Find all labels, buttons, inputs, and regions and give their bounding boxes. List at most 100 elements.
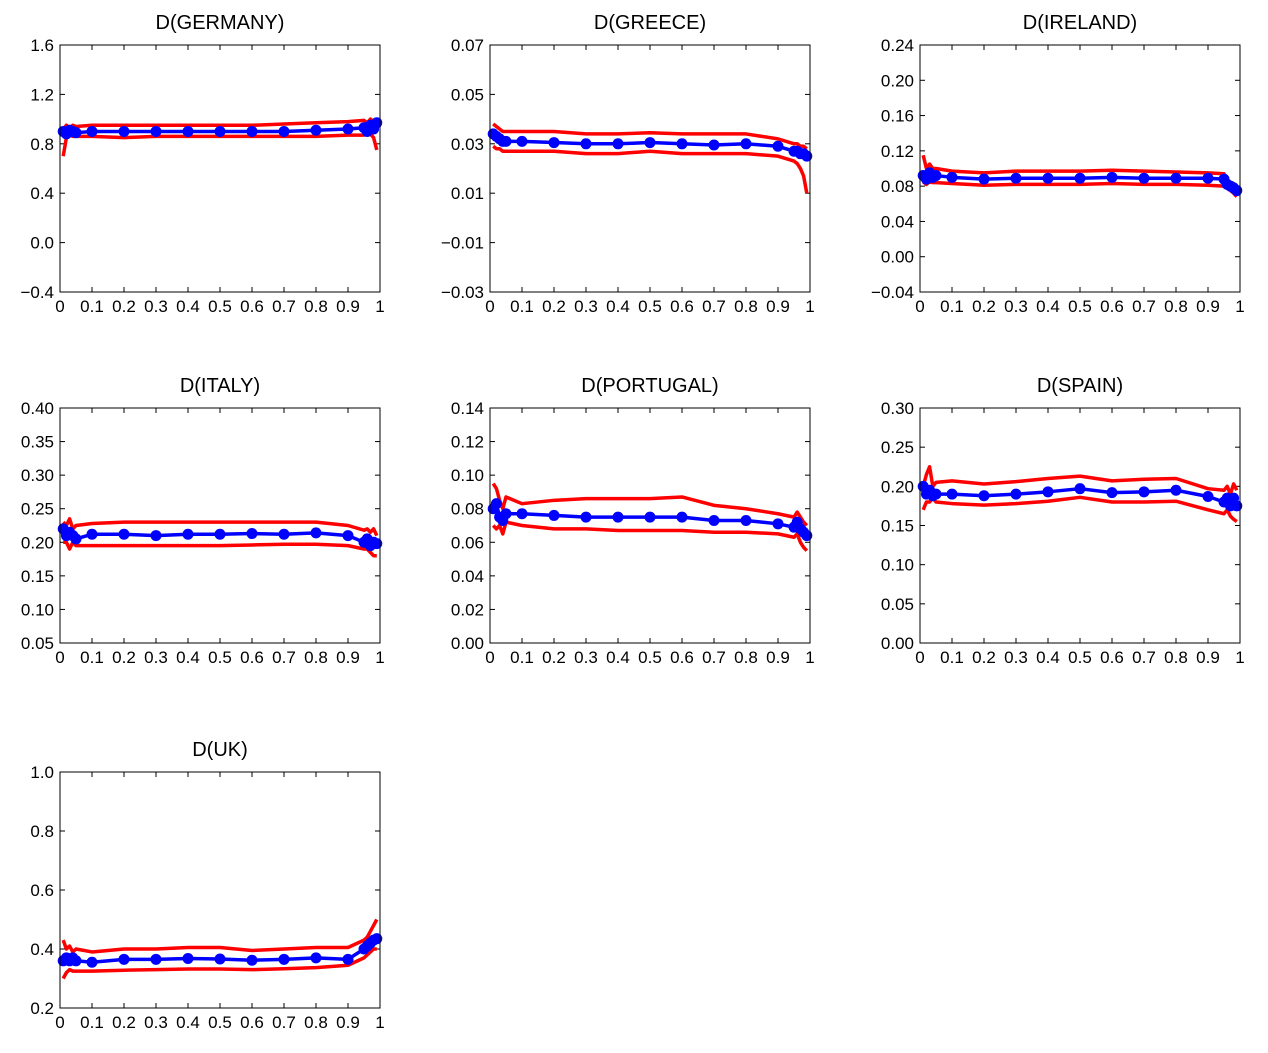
marker — [708, 514, 720, 526]
y-tick-label: 0.35 — [21, 433, 54, 452]
y-tick-label: 0.15 — [881, 517, 914, 536]
subplot: D(ITALY)0.050.100.150.200.250.300.350.40… — [21, 375, 385, 667]
x-tick-label: 0.8 — [1164, 648, 1188, 667]
marker — [86, 528, 98, 540]
y-tick-label: 0.30 — [881, 399, 914, 418]
marker — [371, 117, 383, 129]
series-line — [921, 495, 1238, 523]
marker — [676, 511, 688, 523]
marker — [246, 954, 258, 966]
marker — [70, 533, 82, 545]
marker — [1202, 172, 1214, 184]
y-tick-label: 1.2 — [30, 85, 54, 104]
y-tick-label: 0.15 — [21, 567, 54, 586]
y-tick-label: 0.05 — [451, 85, 484, 104]
marker — [150, 125, 162, 137]
x-tick-label: 0.3 — [144, 648, 168, 667]
y-tick-label: 0.10 — [451, 466, 484, 485]
marker — [342, 530, 354, 542]
marker — [1042, 486, 1054, 498]
chart-title: D(IRELAND) — [1023, 12, 1137, 34]
y-tick-label: 0.00 — [881, 634, 914, 653]
series-line — [63, 540, 377, 558]
series-line — [61, 918, 379, 954]
marker — [86, 125, 98, 137]
x-tick-label: 0.9 — [1196, 648, 1220, 667]
axes-box — [489, 44, 811, 293]
marker — [310, 527, 322, 539]
marker — [676, 138, 688, 150]
x-tick-label: 0.2 — [542, 648, 566, 667]
x-tick-label: 0.3 — [1004, 648, 1028, 667]
marker — [246, 125, 258, 137]
y-tick-label: 0.30 — [21, 466, 54, 485]
x-tick-label: 0.2 — [112, 648, 136, 667]
x-tick-label: 0 — [915, 297, 924, 316]
x-tick-label: 0.6 — [240, 297, 264, 316]
y-tick-label: −0.03 — [441, 283, 484, 302]
marker — [740, 138, 752, 150]
plot-area — [917, 465, 1243, 523]
marker — [214, 953, 226, 965]
y-tick-label: 0.10 — [881, 556, 914, 575]
plot-area — [487, 122, 813, 194]
x-tick-label: 0 — [55, 297, 64, 316]
axes-box — [489, 407, 811, 644]
series-line — [922, 179, 1239, 198]
y-tick-label: 0.05 — [881, 595, 914, 614]
x-tick-label: 0.5 — [1068, 648, 1092, 667]
x-tick-label: 0.4 — [606, 297, 630, 316]
y-tick-label: 0.4 — [30, 940, 54, 959]
marker — [500, 508, 512, 520]
marker — [978, 173, 990, 185]
subplot: D(GERMANY) −0.4 0.0 0.4 0.8 1.2 1.6 0 0.1 0.2 0.3 0… — [20, 12, 384, 316]
marker — [310, 952, 322, 964]
y-tick-label: 1.6 — [30, 36, 54, 55]
x-tick-label: 0.6 — [1100, 297, 1124, 316]
x-tick-label: 1 — [375, 297, 384, 316]
marker — [1138, 172, 1150, 184]
marker — [548, 509, 560, 521]
y-tick-label: 0.01 — [451, 184, 484, 203]
x-tick-label: 1 — [805, 297, 814, 316]
x-tick-label: 0.6 — [240, 1013, 264, 1032]
x-tick-label: 0.8 — [304, 1013, 328, 1032]
x-tick-label: 0.7 — [702, 648, 726, 667]
marker — [182, 952, 194, 964]
series-line — [61, 947, 377, 980]
x-tick-label: 0.3 — [1004, 297, 1028, 316]
subplot: D(IRELAND)−0.040.000.040.080.120.160.200… — [871, 12, 1245, 316]
marker — [1170, 484, 1182, 496]
marker — [118, 125, 130, 137]
marker — [342, 953, 354, 965]
axes-box — [919, 44, 1241, 293]
x-tick-label: 0.8 — [304, 648, 328, 667]
marker — [772, 140, 784, 152]
y-tick-label: 0.20 — [881, 71, 914, 90]
y-tick-label: 0.03 — [451, 135, 484, 154]
marker — [612, 511, 624, 523]
x-tick-label: 0.7 — [1132, 648, 1156, 667]
x-tick-label: 0.7 — [272, 297, 296, 316]
marker — [150, 530, 162, 542]
x-tick-label: 0.5 — [638, 648, 662, 667]
marker — [516, 508, 528, 520]
x-tick-label: 0.5 — [208, 648, 232, 667]
y-tick-label: 0.12 — [881, 142, 914, 161]
marker — [500, 135, 512, 147]
x-tick-label: 0.7 — [272, 648, 296, 667]
marker — [801, 150, 813, 162]
y-tick-label: 0.6 — [30, 881, 54, 900]
chart-title: D(UK) — [192, 739, 248, 761]
x-tick-label: 0.5 — [208, 1013, 232, 1032]
series-line — [61, 132, 379, 157]
y-tick-label: 0.05 — [21, 634, 54, 653]
marker — [490, 498, 502, 510]
marker — [1231, 185, 1243, 197]
x-tick-label: 0.9 — [336, 297, 360, 316]
marker — [1010, 172, 1022, 184]
plot-area — [57, 918, 383, 980]
marker — [310, 124, 322, 136]
series-line — [491, 520, 809, 552]
